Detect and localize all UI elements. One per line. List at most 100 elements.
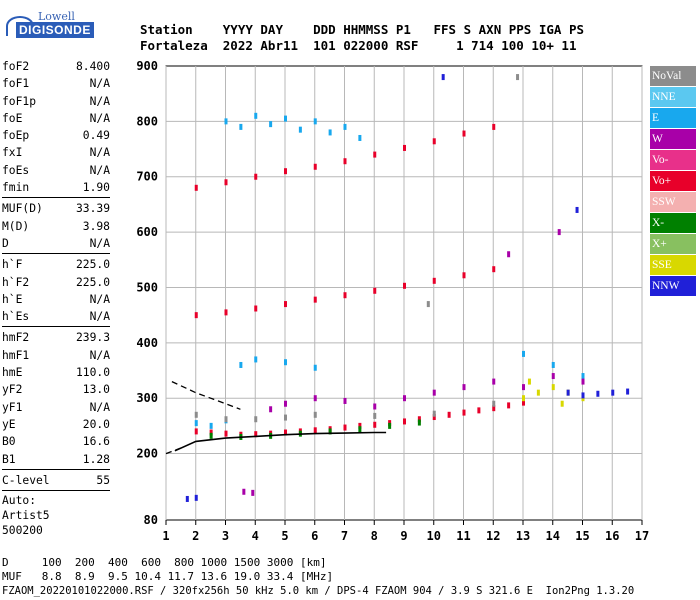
data-point — [551, 384, 555, 391]
param-row-c-level: C-level 55 — [2, 472, 110, 489]
param-name: yF1 — [2, 400, 23, 414]
data-point — [462, 409, 466, 416]
param-value: 0.49 — [82, 129, 110, 143]
data-point — [575, 206, 579, 213]
data-point — [358, 426, 362, 433]
header-labels: Station YYYY DAY DDD HHMMSS P1 FFS S AXN… — [140, 22, 585, 37]
data-point — [403, 395, 406, 402]
data-point — [373, 412, 377, 419]
data-point — [209, 432, 213, 439]
param-separator — [2, 468, 110, 470]
chart-axes: 1 2 3 4 5 6 7 8 9 10 11 12 13 14 15 16 17802003004005006… — [136, 59, 649, 543]
data-point — [284, 429, 287, 436]
x-tick-label: 1 — [162, 529, 169, 543]
data-point — [313, 118, 317, 125]
data-point — [254, 173, 258, 180]
data-point — [328, 428, 332, 435]
param-name: h`F — [2, 258, 23, 272]
x-tick-label: 7 — [341, 529, 348, 543]
data-point — [373, 421, 377, 428]
data-point — [242, 488, 246, 495]
param-name: B1 — [2, 452, 16, 466]
param-name: h`E — [2, 292, 23, 306]
data-point — [403, 144, 406, 151]
param-value: N/A — [89, 163, 110, 177]
param-row-foep: foEp 0.49 — [2, 127, 110, 144]
x-tick-label: 9 — [400, 529, 407, 543]
param-row-b0: B0 16.6 — [2, 433, 110, 450]
param-separator — [2, 326, 110, 328]
param-value: 20.0 — [82, 417, 110, 431]
param-name: foF1p — [2, 94, 37, 108]
legend-x-: X- — [650, 213, 696, 233]
param-row-hmf2: hmF2 239.3 — [2, 329, 110, 346]
data-point — [239, 361, 243, 368]
data-point — [254, 305, 258, 312]
data-point — [492, 266, 496, 273]
data-point — [492, 405, 496, 412]
data-point — [194, 420, 198, 427]
x-tick-label: 2 — [192, 529, 199, 543]
param-row-fmin: fmin 1.90 — [2, 179, 110, 196]
data-point — [373, 287, 377, 294]
data-point — [566, 389, 570, 396]
data-point — [557, 229, 561, 236]
footer-info: D 100 200 400 600 800 1000 1500 3000 [km… — [2, 556, 634, 598]
data-point — [284, 301, 287, 308]
footer-distance-row: D 100 200 400 600 800 1000 1500 3000 [km… — [2, 556, 327, 569]
param-separator — [2, 253, 110, 255]
param-separator — [2, 490, 110, 492]
data-point — [581, 373, 585, 380]
logo-digisonde: DIGISONDE — [16, 22, 94, 38]
data-point — [581, 392, 585, 399]
x-tick-label: 14 — [546, 529, 560, 543]
data-point — [269, 406, 273, 413]
y-tick-label: 900 — [136, 59, 158, 73]
x-tick-label: 12 — [486, 529, 500, 543]
data-point — [462, 384, 466, 391]
auto-line3: 500200 — [2, 524, 43, 538]
x-tick-label: 16 — [605, 529, 619, 543]
auto-line1: Auto: — [2, 494, 37, 508]
data-point — [194, 184, 198, 191]
dashed-profile-lower — [165, 446, 185, 455]
y-tick-label: 700 — [136, 170, 158, 184]
param-row-h-e: h`E N/A — [2, 291, 110, 308]
data-point — [194, 411, 198, 418]
param-value: N/A — [89, 236, 110, 250]
param-name: h`Es — [2, 310, 30, 324]
data-point — [447, 411, 451, 418]
param-row-m-d-: M(D) 3.98 — [2, 218, 110, 235]
data-point — [194, 312, 198, 319]
data-point — [298, 126, 302, 133]
x-tick-label: 6 — [311, 529, 318, 543]
data-point — [358, 422, 362, 429]
data-point — [224, 430, 228, 437]
legend-nne: NNE — [650, 87, 696, 107]
data-point — [284, 414, 287, 421]
param-row-fof2: foF2 8.400 — [2, 58, 110, 75]
data-point — [284, 168, 287, 175]
series-e — [194, 112, 585, 429]
param-row-h-f2: h`F2 225.0 — [2, 274, 110, 291]
param-name: foEp — [2, 129, 30, 143]
data-point — [284, 359, 287, 366]
y-tick-label: 500 — [136, 280, 158, 294]
data-point — [239, 123, 243, 130]
x-tick-label: 5 — [281, 529, 288, 543]
param-name: C-level — [2, 473, 50, 487]
param-value: 239.3 — [75, 331, 110, 345]
data-point — [432, 389, 436, 396]
param-row-muf-d-: MUF(D) 33.39 — [2, 200, 110, 217]
x-tick-label: 4 — [252, 529, 259, 543]
data-point — [560, 400, 564, 407]
param-value: 225.0 — [75, 258, 110, 272]
data-point — [626, 388, 630, 395]
data-point — [328, 129, 332, 136]
param-value: 8.400 — [75, 60, 110, 73]
param-name: yE — [2, 417, 16, 431]
data-point — [209, 422, 213, 429]
y-tick-label: 200 — [136, 447, 158, 461]
legend-nnw: NNW — [650, 276, 696, 296]
